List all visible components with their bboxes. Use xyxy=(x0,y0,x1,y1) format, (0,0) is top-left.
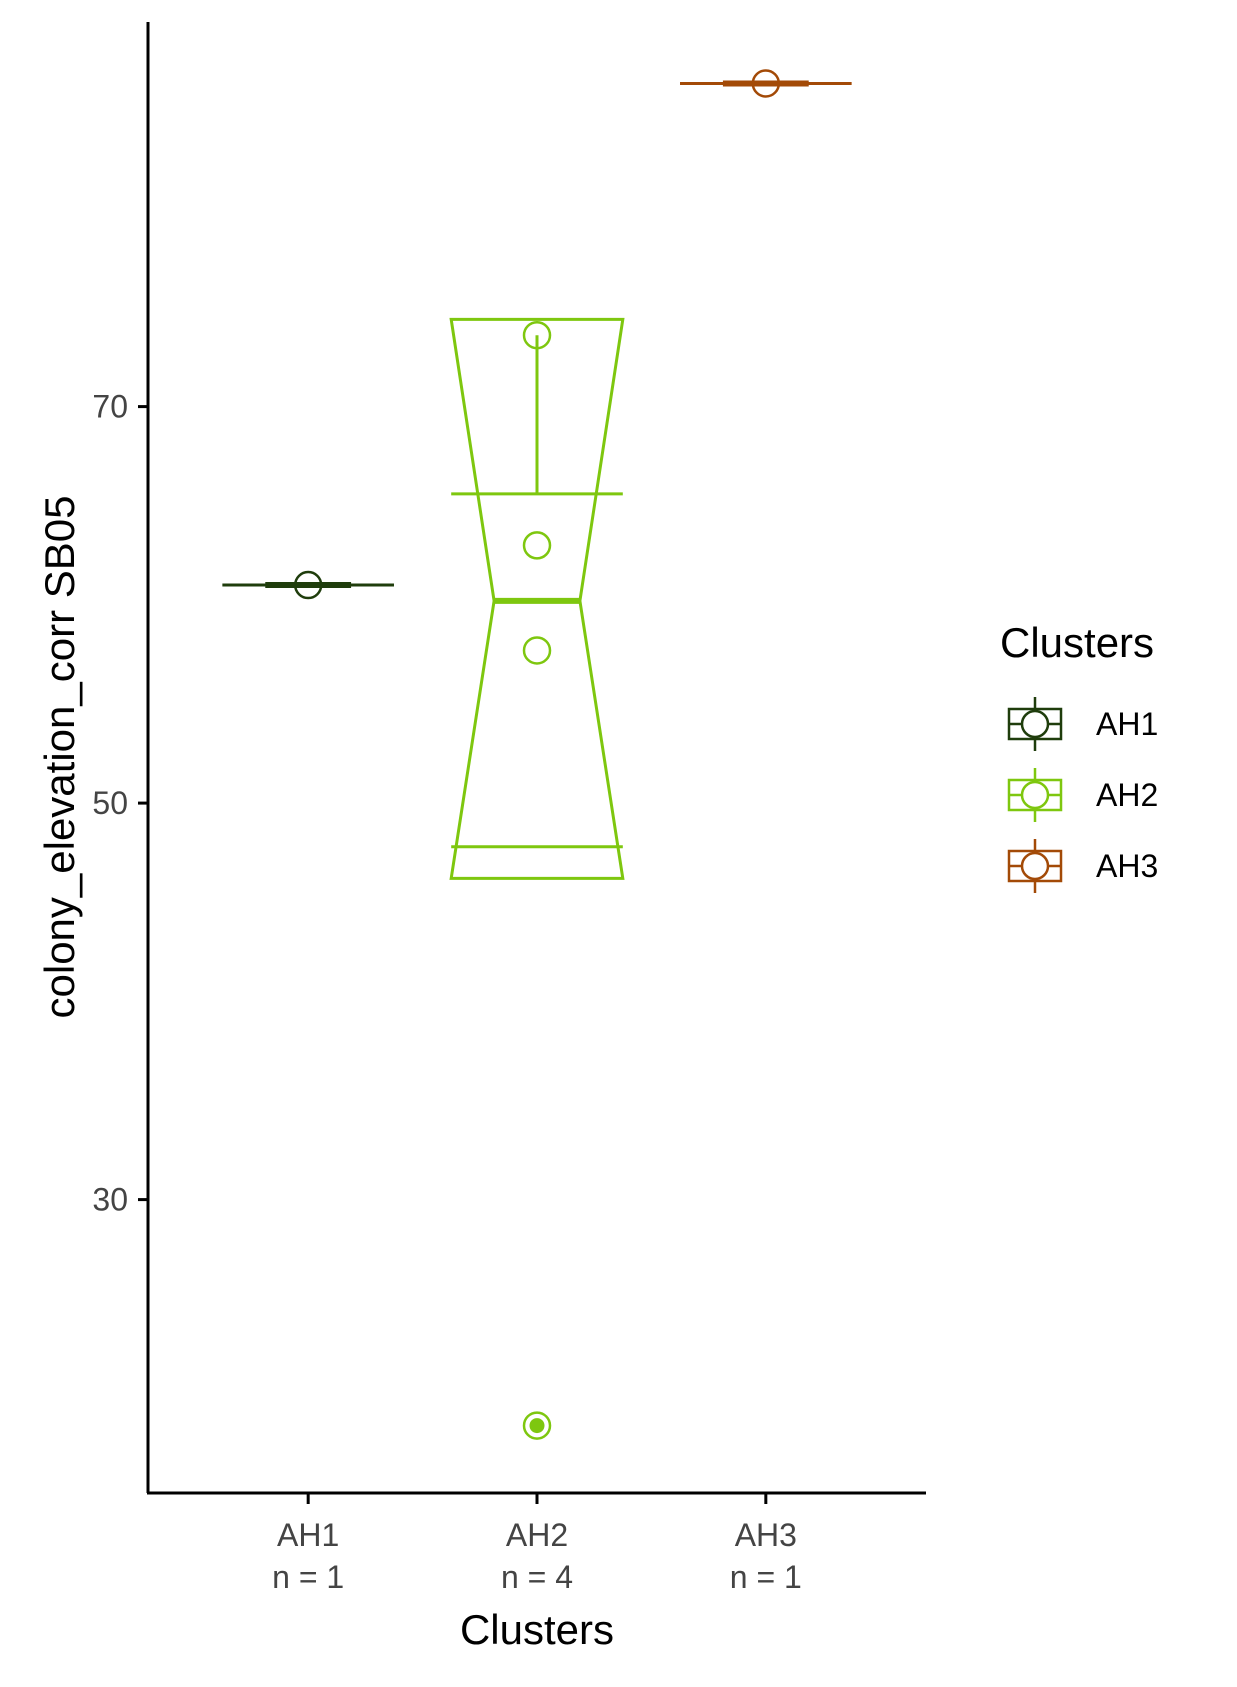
data-point xyxy=(522,531,552,560)
legend-key-point xyxy=(1020,851,1050,881)
data-point xyxy=(522,636,552,665)
y-tick-label: 50 xyxy=(92,785,128,821)
legend-label: AH1 xyxy=(1096,706,1158,742)
legend-entry-ah3: AH3 xyxy=(1007,839,1158,893)
data-point xyxy=(751,69,781,98)
data-point xyxy=(522,1411,552,1440)
axes xyxy=(146,22,926,1495)
x-axis-title: Clusters xyxy=(460,1606,614,1653)
x-tick-label: AH1 xyxy=(277,1517,339,1553)
legend: Clusters AH1 AH2 AH3 xyxy=(1000,619,1158,893)
x-tick-label: AH2 xyxy=(506,1517,568,1553)
y-ticks: 30 50 70 xyxy=(92,389,148,1218)
x-tick-n-label: n = 4 xyxy=(501,1559,573,1595)
x-tick-n-label: n = 1 xyxy=(272,1559,344,1595)
outlier-point xyxy=(529,1418,545,1434)
x-ticks: AH1 n = 1 AH2 n = 4 AH3 n = 1 xyxy=(272,1493,802,1595)
legend-label: AH2 xyxy=(1096,777,1158,813)
data-point xyxy=(522,320,552,350)
legend-key-point xyxy=(1020,780,1050,810)
legend-key-point xyxy=(1020,709,1050,739)
data-point xyxy=(293,570,323,600)
legend-title: Clusters xyxy=(1000,619,1154,666)
legend-label: AH3 xyxy=(1096,848,1158,884)
plot-area xyxy=(222,69,852,1440)
box-ah3 xyxy=(680,69,852,98)
box-ah1 xyxy=(222,570,394,600)
x-tick-n-label: n = 1 xyxy=(730,1559,802,1595)
y-axis-title: colony_elevation_corr SB05 xyxy=(36,496,83,1019)
x-tick-label: AH3 xyxy=(735,1517,797,1553)
legend-entry-ah1: AH1 xyxy=(1007,697,1158,751)
legend-entry-ah2: AH2 xyxy=(1007,768,1158,822)
box-ah2 xyxy=(449,317,625,1440)
y-tick-label: 30 xyxy=(92,1182,128,1218)
y-tick-label: 70 xyxy=(92,389,128,425)
